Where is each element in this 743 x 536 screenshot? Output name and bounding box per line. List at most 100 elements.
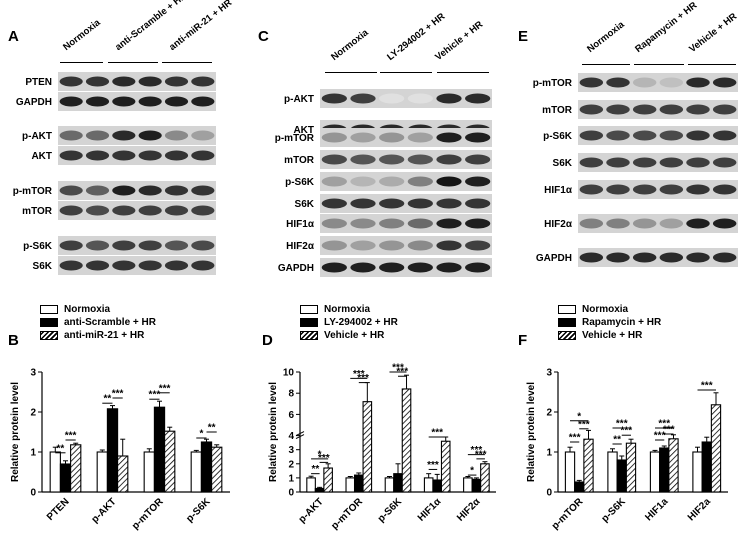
significance-label: ** [208,423,216,434]
legend-item: Normoxia [300,303,398,316]
y-tick-label: 1 [288,473,294,484]
y-tick-label: 3 [30,368,36,379]
blot-band [164,205,189,216]
blot-band [191,130,215,141]
blot-band [436,154,462,165]
blot-band [138,260,162,271]
significance-label: * [199,429,203,440]
group-underline [582,64,630,65]
bar [701,441,712,493]
blot-band [659,218,684,229]
bar [106,408,119,493]
blot-band [606,130,630,141]
blot-label: mTOR [284,155,315,166]
blot-band [350,198,376,209]
blot-band [191,240,215,251]
group-underline [60,62,103,63]
y-tick-label: 2 [546,408,552,419]
group-underline [108,62,158,63]
blot-band [59,205,83,216]
significance-label: *** [658,419,670,430]
group-underline [437,72,489,73]
bar [401,388,412,493]
blot-band [379,198,405,209]
bar [393,473,403,493]
blot-label: HIF1α [286,219,315,230]
blot-band [85,76,110,87]
blot-band [350,93,376,104]
blot-band [659,252,684,263]
blot-band [321,176,347,187]
blot-band [579,77,604,88]
bar [143,451,155,493]
bar [659,447,670,493]
significance-label: *** [149,390,161,401]
blot-band [321,154,347,165]
bar [59,463,72,493]
significance-label: *** [569,433,581,444]
significance-label: *** [431,428,443,439]
significance-label: * [318,449,322,460]
significance-label: ** [311,464,319,475]
blot-band [164,130,189,141]
legend-item: Vehicle + HR [300,329,398,342]
blot-label: GAPDH [278,263,314,274]
blot-band [712,218,737,229]
blot-band [191,76,215,87]
blot-band [59,185,83,196]
bar [616,459,627,493]
group-underline [325,72,377,73]
blot-label: HIF2α [286,241,315,252]
significance-label: *** [578,419,590,430]
blot-band [138,150,162,161]
x-tick-label: p-AKT [90,496,119,525]
x-tick-label: p-mTOR [130,496,166,532]
significance-label: *** [475,449,487,460]
blot-band [138,185,162,196]
legend-item: Normoxia [40,303,156,316]
blot-strips-a: PTEN GAPDH p-AKT AKT p-mTOR mTOR p-S6K S6K [13,72,216,275]
blot-band [465,176,491,187]
legend-label: anti-Scramble + HR [64,317,156,328]
legend-swatch-hatch [558,331,576,340]
blot-band [138,240,162,251]
blot-band [632,77,657,88]
legend-label: Normoxia [64,304,111,315]
group-underline [688,64,736,65]
legend-label: LY-294002 + HR [324,317,398,328]
blot-band [407,218,433,229]
blot-band [436,218,462,229]
significance-label: *** [396,367,408,378]
blot-label: S6K [295,199,315,210]
blot-band [191,185,215,196]
x-tick-label: p-S6K [600,496,629,525]
blot-band [579,252,604,263]
legend-swatch-white [40,305,58,314]
panel-letter-d: D [262,332,273,349]
blot-label: p-mTOR [275,133,315,144]
blot-band [350,262,376,273]
blot-label: p-mTOR [13,186,53,197]
legend-f: Normoxia Rapamycin + HR Vehicle + HR [558,303,661,342]
panel-letter-f: F [518,332,528,349]
significance-label: *** [159,383,171,394]
blot-band [112,150,136,161]
blot-band [85,150,110,161]
blot-band [712,157,737,168]
significance-label: *** [357,373,369,384]
blot-band [85,130,110,141]
significance-label: * [577,411,581,422]
bar [625,442,637,493]
blot-band [465,154,491,165]
blot-band [138,76,162,87]
significance-label: *** [353,369,365,380]
blot-label: mTOR [542,105,573,116]
blot-band [436,93,462,104]
blot-band [606,252,630,263]
panel-letter-a: A [8,28,19,45]
x-tick-label: p-mTOR [550,496,586,532]
blot-band [379,262,405,273]
legend-item: LY-294002 + HR [300,316,398,329]
blot-band [712,104,737,115]
y-tick-label: 2 [288,459,294,470]
